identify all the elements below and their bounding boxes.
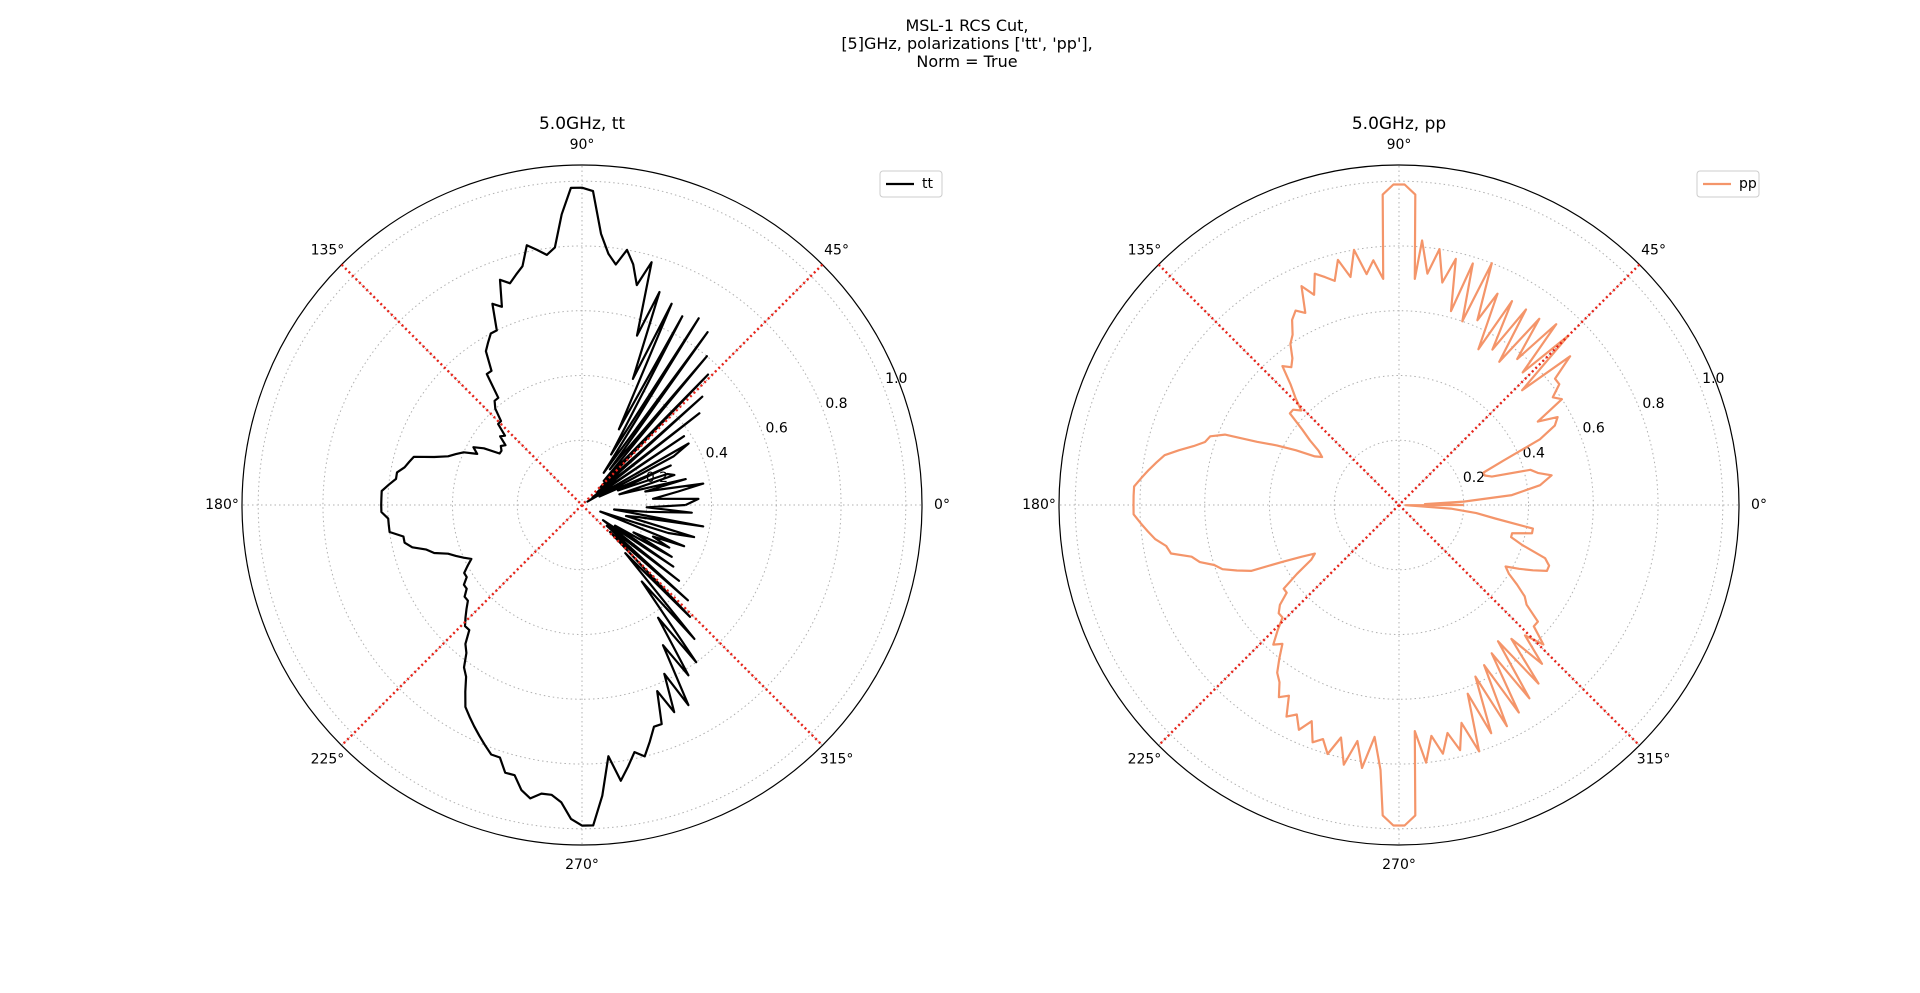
r-gridline	[451, 374, 713, 636]
theta-tick-label: 0°	[934, 497, 950, 513]
r-tick-label: 0.4	[706, 445, 728, 461]
r-tick-label: 1.0	[885, 371, 907, 387]
suptitle: MSL-1 RCS Cut, [5]GHz, polarizations ['t…	[841, 16, 1092, 71]
theta-tick-label: 90°	[570, 137, 595, 153]
theta-tick-label: 180°	[205, 497, 239, 513]
polar-spine	[1058, 164, 1740, 846]
r-tick-label: 0.8	[1642, 396, 1664, 412]
legend: pp	[1696, 170, 1760, 198]
theta-tick-label: 0°	[1751, 497, 1767, 513]
polar-spine	[241, 164, 923, 846]
series-line-tt	[380, 186, 710, 827]
r-gridline	[1268, 374, 1530, 636]
r-tick-label: 0.4	[1523, 445, 1545, 461]
polar-plot-pp: 0° 45° 90° 135° 180° 225° 270° 315° 0.2 0.4 0.6 0.8…	[1022, 114, 1767, 873]
theta-tick-label: 45°	[1641, 242, 1666, 258]
theta-tick-label: 135°	[1128, 242, 1162, 258]
r-tick-label: 0.6	[1582, 421, 1604, 437]
r-tick-label: 0.6	[765, 421, 787, 437]
r-tick-label: 0.2	[1463, 470, 1485, 486]
series-line-pp	[1132, 183, 1572, 827]
legend-label: tt	[922, 176, 933, 192]
r-gridline	[1074, 180, 1724, 830]
theta-tick-label: 135°	[311, 242, 345, 258]
plot-title: 5.0GHz, tt	[539, 114, 625, 134]
r-tick-label: 0.8	[825, 396, 847, 412]
r-tick-label: 1.0	[1702, 371, 1724, 387]
legend: tt	[879, 170, 943, 198]
legend-label: pp	[1739, 176, 1757, 192]
plot-title: 5.0GHz, pp	[1352, 114, 1446, 134]
r-gridline	[516, 439, 648, 571]
theta-tick-label: 90°	[1387, 137, 1412, 153]
r-gridline	[1139, 245, 1659, 765]
theta-tick-label: 270°	[565, 857, 599, 873]
theta-tick-label: 270°	[1382, 857, 1416, 873]
theta-tick-label: 225°	[311, 752, 345, 768]
suptitle-line-3: Norm = True	[916, 52, 1017, 71]
theta-tick-label: 180°	[1022, 497, 1056, 513]
theta-tick-label: 225°	[1128, 752, 1162, 768]
theta-tick-label: 45°	[824, 242, 849, 258]
guide-line	[1157, 263, 1641, 747]
polar-plot-tt: 0°45°90°135°180°225°270°315°0.20.40.60.8…	[205, 114, 950, 873]
r-gridline	[257, 180, 907, 830]
theta-tick-label: 315°	[820, 752, 854, 768]
suptitle-line-2: [5]GHz, polarizations ['tt', 'pp'],	[841, 34, 1092, 53]
guide-line	[340, 263, 824, 747]
suptitle-line-1: MSL-1 RCS Cut,	[905, 16, 1028, 35]
theta-tick-label: 315°	[1637, 752, 1671, 768]
r-gridline	[322, 245, 842, 765]
